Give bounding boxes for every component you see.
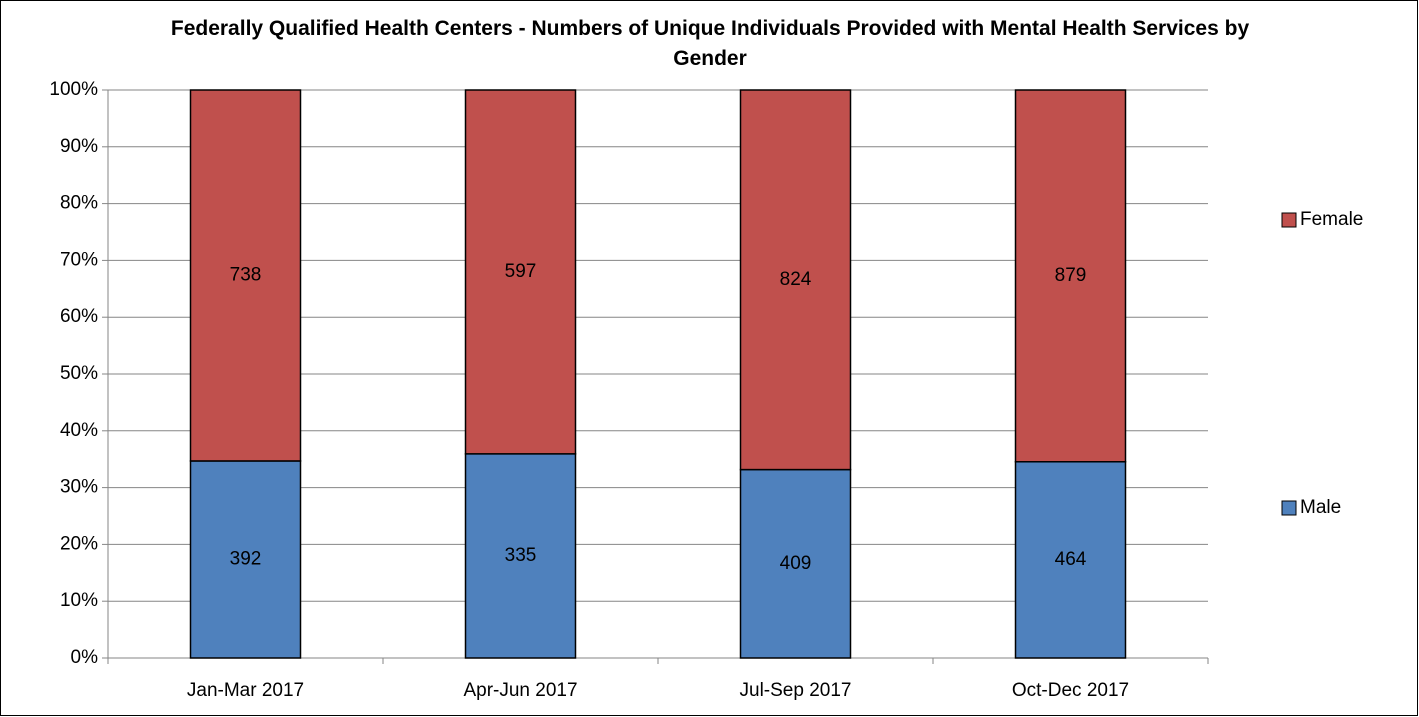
x-tick-label: Jan-Mar 2017 [187, 680, 304, 701]
data-label: 738 [230, 264, 262, 285]
bar-segment [189, 89, 302, 462]
data-label: 824 [780, 269, 812, 290]
y-tick-label: 50% [60, 363, 98, 384]
legend-swatch [1281, 500, 1297, 516]
x-tick-label: Jul-Sep 2017 [740, 680, 852, 701]
chart-title: Federally Qualified Health Centers - Num… [170, 17, 1250, 70]
bar-segment [739, 89, 852, 471]
y-tick-label: 70% [60, 249, 98, 270]
y-tick-label: 40% [60, 420, 98, 441]
y-tick-label: 100% [49, 79, 98, 100]
y-tick-label: 80% [60, 193, 98, 214]
bar-segment [464, 89, 577, 455]
y-tick-label: 60% [60, 306, 98, 327]
bar-segment [1014, 89, 1127, 463]
bar-segment [189, 460, 302, 659]
legend-swatch [1281, 212, 1297, 228]
y-tick-label: 30% [60, 477, 98, 498]
data-label: 409 [780, 553, 812, 574]
data-label: 392 [230, 548, 262, 569]
bar-segment [464, 453, 577, 659]
data-label: 335 [505, 545, 537, 566]
legend-label: Male [1300, 497, 1341, 518]
y-tick-label: 10% [60, 590, 98, 611]
y-tick-label: 20% [60, 533, 98, 554]
data-label: 879 [1055, 265, 1087, 286]
data-label: 464 [1055, 549, 1087, 570]
legend-label: Female [1300, 209, 1363, 230]
x-tick-label: Oct-Dec 2017 [1012, 680, 1129, 701]
bar-segment [1014, 461, 1127, 659]
data-label: 597 [505, 261, 537, 282]
bar-segment [739, 468, 852, 659]
x-tick-label: Apr-Jun 2017 [463, 680, 577, 701]
y-tick-label: 0% [71, 647, 99, 668]
y-tick-label: 90% [60, 136, 98, 157]
